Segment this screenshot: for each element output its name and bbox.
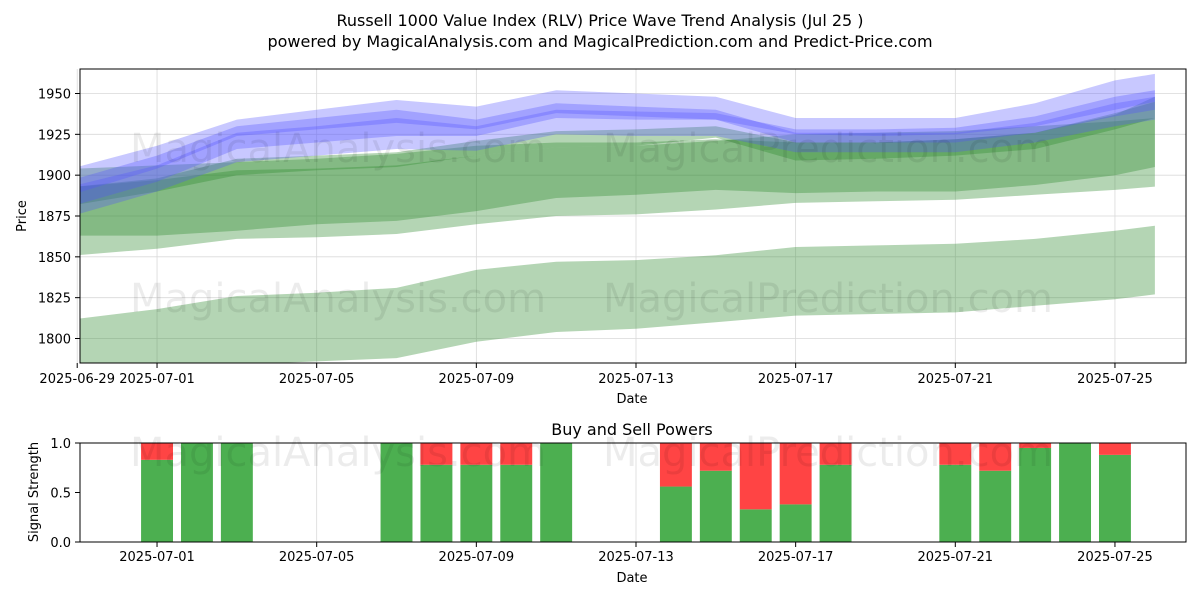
buy-power-bar (1019, 447, 1052, 542)
watermark-text: MagicalPrediction.com (603, 276, 1053, 322)
buy-power-bar (380, 443, 413, 542)
signal-y-tick-label: 0.0 (50, 536, 71, 551)
price-x-tick-label: 2025-07-01 (119, 372, 195, 387)
signal-x-tick-label: 2025-07-09 (439, 550, 515, 565)
price-y-tick-label: 1925 (38, 128, 71, 143)
watermark-text: MagicalAnalysis.com (130, 430, 546, 476)
price-y-tick-label: 1800 (38, 333, 71, 348)
sell-power-bar (739, 443, 772, 510)
sell-power-bar (141, 443, 173, 460)
watermark-text: MagicalAnalysis.com (130, 276, 546, 322)
sell-power-bar (819, 443, 852, 465)
price-x-tick-label: 2025-07-05 (279, 372, 355, 387)
signal-x-tick-label: 2025-07-25 (1077, 550, 1153, 565)
sell-power-bar (1019, 443, 1052, 448)
price-x-tick-label: 2025-07-25 (1077, 372, 1153, 387)
blue-wave-band (80, 96, 1155, 193)
price-y-tick-label: 1950 (38, 88, 71, 103)
sell-power-bar (659, 443, 692, 487)
signal-x-axis-label: Date (616, 571, 647, 586)
signal-y-axis-label: Signal Strength (27, 442, 42, 542)
green-wave-band (80, 101, 1155, 205)
signal-y-tick-label: 1.0 (50, 437, 71, 452)
buy-power-bar (939, 464, 972, 542)
buy-power-bar (659, 486, 692, 542)
signal-x-tick-label: 2025-07-05 (279, 550, 355, 565)
signal-x-tick-label: 2025-07-13 (598, 550, 674, 565)
signal-x-axis: 2025-07-01 2025-07-05 2025-07-09 2025-07-13… (119, 542, 1153, 565)
buy-power-bar (141, 459, 173, 542)
sell-power-bar (1098, 443, 1131, 455)
buy-power-bar (699, 470, 732, 542)
blue-wave-band (80, 90, 1155, 214)
sell-power-bar (779, 443, 812, 505)
buy-power-bar (420, 464, 453, 542)
buy-power-bar (460, 464, 493, 542)
watermark-text: MagicalPrediction.com (603, 430, 1053, 476)
price-x-tick-label: 2025-07-21 (918, 372, 994, 387)
price-x-tick-label: 2025-07-17 (758, 372, 834, 387)
signal-y-axis: 0.0 0.5 1.0 (50, 437, 80, 551)
sell-power-bar (699, 443, 732, 471)
chart-title: Russell 1000 Value Index (RLV) Price Wav… (336, 11, 863, 30)
price-band-group (80, 73, 1155, 363)
chart-subtitle: powered by MagicalAnalysis.com and Magic… (267, 32, 932, 51)
buy-power-bar (500, 464, 533, 542)
watermark-text: MagicalPrediction.com (603, 126, 1053, 172)
blue-wave-band (80, 73, 1155, 204)
price-bands (80, 73, 1155, 363)
sell-power-bar (979, 443, 1012, 471)
watermark-text: MagicalAnalysis.com (130, 126, 546, 172)
buy-power-bar (779, 504, 812, 542)
sell-power-bar (420, 443, 453, 465)
price-x-axis: 2025-06-29 2025-07-01 2025-07-05 2025-07-09… (39, 363, 1153, 387)
price-y-tick-label: 1875 (38, 210, 71, 225)
signal-chart-title: Buy and Sell Powers (551, 420, 713, 439)
sell-power-bar (500, 443, 533, 465)
buy-power-bar (1098, 454, 1131, 542)
buy-power-bar (819, 464, 852, 542)
price-x-tick-label: 2025-07-09 (439, 372, 515, 387)
signal-watermarks: MagicalAnalysis.com MagicalPrediction.co… (130, 430, 1053, 476)
price-y-axis-label: Price (15, 200, 30, 232)
signal-x-tick-label: 2025-07-21 (918, 550, 994, 565)
signal-bars (141, 443, 1131, 542)
price-y-tick-label: 1900 (38, 169, 71, 184)
buy-power-bar (979, 470, 1012, 542)
buy-power-bar (220, 443, 253, 542)
green-wave-band (80, 225, 1155, 363)
buy-power-bar (739, 509, 772, 542)
green-wave-band (80, 118, 1155, 255)
signal-x-tick-label: 2025-07-17 (758, 550, 834, 565)
price-gridlines (76, 69, 1186, 363)
price-x-tick-label: 2025-06-29 (39, 372, 115, 387)
signal-x-tick-label: 2025-07-01 (119, 550, 195, 565)
price-watermarks: MagicalAnalysis.com MagicalPrediction.co… (130, 126, 1053, 322)
price-x-axis-label: Date (616, 392, 647, 407)
sell-power-bar (460, 443, 493, 465)
green-wave-band (80, 96, 1155, 236)
price-y-tick-label: 1825 (38, 292, 71, 307)
buy-power-bar (540, 443, 573, 542)
buy-power-bar (180, 443, 213, 542)
price-y-tick-label: 1850 (38, 251, 71, 266)
signal-y-tick-label: 0.5 (50, 487, 71, 502)
sell-power-bar (939, 443, 972, 465)
price-y-axis: 1800 1825 1850 1875 1900 1925 1950 (38, 88, 80, 348)
buy-power-bar (1059, 443, 1092, 542)
price-x-tick-label: 2025-07-13 (598, 372, 674, 387)
